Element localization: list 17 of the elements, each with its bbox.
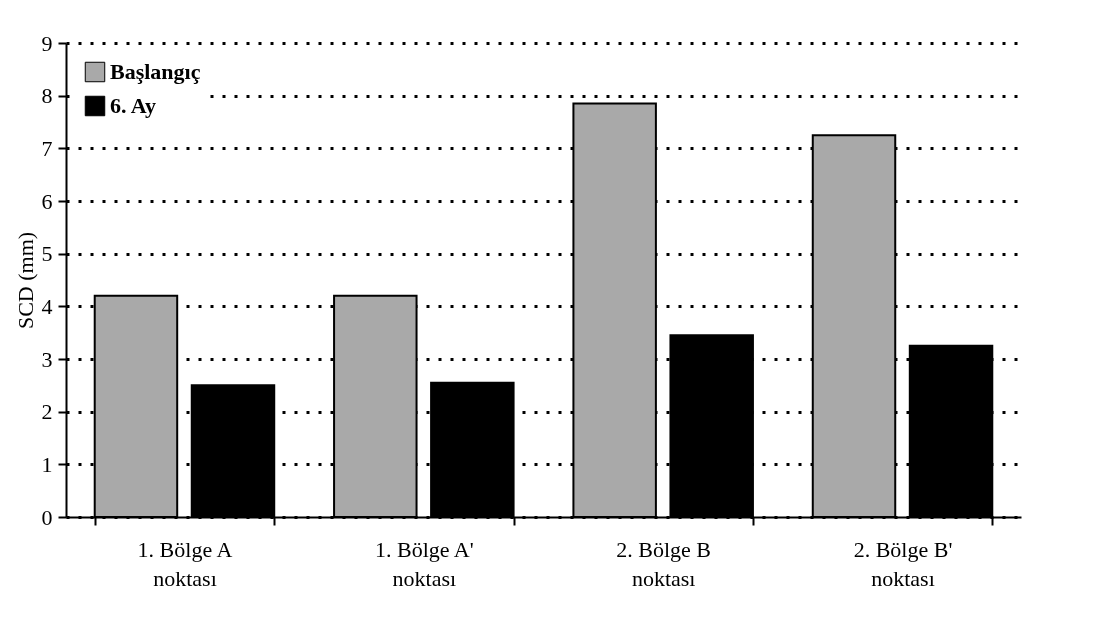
y-tick-label: 4 (41, 293, 53, 319)
y-tick-label: 9 (41, 30, 53, 56)
x-tick-label: 1. Bölge A noktası (137, 536, 233, 591)
y-tick-label: 5 (41, 241, 53, 267)
x-tick-label: 1. Bölge A' noktası (374, 536, 474, 591)
y-tick-label: 3 (41, 346, 53, 372)
y-tick-label: 0 (41, 504, 53, 530)
y-tick-label: 6 (41, 188, 53, 214)
legend-label: Başlangıç (110, 59, 201, 84)
x-tick-label: 2. Bölge B noktası (616, 536, 712, 591)
y-tick-label: 1 (41, 451, 53, 477)
y-tick-label: 7 (41, 135, 53, 161)
y-tick-label: 2 (41, 399, 53, 425)
x-tick-label: 2. Bölge B' noktası (853, 536, 953, 591)
y-axis-title: SCD (mm) (12, 231, 38, 330)
legend-label: 6. Ay (110, 93, 157, 118)
y-tick-label: 8 (41, 83, 53, 109)
